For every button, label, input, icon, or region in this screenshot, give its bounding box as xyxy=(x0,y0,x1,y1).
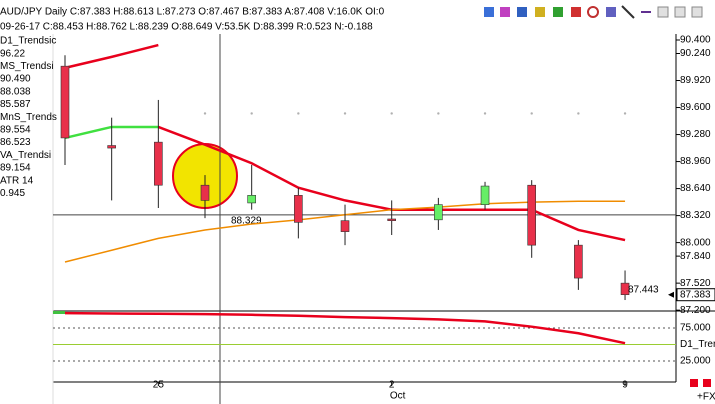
tool-icon[interactable] xyxy=(587,6,599,18)
legend-entry: 86.523 xyxy=(0,137,31,148)
legend-entry: 89.554 xyxy=(0,125,31,136)
y-tick-label: 89.600 xyxy=(680,102,711,113)
window-button[interactable] xyxy=(691,6,703,18)
legend-entry: 96.22 xyxy=(0,48,25,59)
y-tick-label: 88.320 xyxy=(680,210,711,221)
candle-body xyxy=(340,220,350,232)
last-price-tag xyxy=(676,288,715,302)
status-box xyxy=(703,379,711,387)
x-month-label: Oct xyxy=(390,391,406,402)
tool-icon[interactable] xyxy=(571,7,581,17)
dot xyxy=(437,112,440,115)
candle-body xyxy=(294,195,303,223)
legend-entry: MnS_Trends xyxy=(0,112,57,123)
status-box xyxy=(690,379,698,387)
tool-icon[interactable] xyxy=(535,7,545,17)
y-tick-label: 75.000 xyxy=(680,323,711,334)
corner-label: +FX xyxy=(697,392,715,403)
y-tick-label: 88.640 xyxy=(680,183,711,194)
legend-entry: VA_Trendsi xyxy=(0,150,51,161)
dot xyxy=(483,112,487,115)
dot xyxy=(297,112,300,115)
tool-icon[interactable] xyxy=(484,7,494,17)
tool-icon[interactable] xyxy=(621,5,635,19)
crosshair-label: 88.329 xyxy=(231,215,262,226)
legend-entry: 88.038 xyxy=(0,86,31,97)
dot xyxy=(577,112,580,115)
legend-entry: 85.587 xyxy=(0,99,31,110)
candle-body xyxy=(434,204,443,221)
x-tick-label: 9 xyxy=(622,380,628,391)
candle-body xyxy=(60,65,70,139)
legend-entry: 0.945 xyxy=(0,188,25,199)
indicator-line xyxy=(64,311,626,345)
y-tick-label: 88.960 xyxy=(680,156,711,167)
x-tick-label: 2 xyxy=(389,380,395,391)
candle-body xyxy=(527,184,537,246)
y-tick-label: 89.280 xyxy=(680,129,711,140)
y-tick-label: 89.920 xyxy=(680,75,711,86)
x-tick-label: 25 xyxy=(153,380,165,391)
y-tick-label: 87.840 xyxy=(680,251,711,262)
tool-icon[interactable] xyxy=(500,7,510,17)
cursor-value: 87.443 xyxy=(628,284,659,295)
dot xyxy=(623,112,627,115)
legend-entry: D1_Trendsic xyxy=(0,36,56,47)
candle-body xyxy=(387,218,396,221)
y-tick-label: 25.000 xyxy=(680,356,711,367)
y-tick-label: 90.400 xyxy=(680,35,711,46)
last-price-arrow xyxy=(668,291,674,298)
tool-icon[interactable] xyxy=(553,7,563,17)
legend-entry: MS_Trendsi xyxy=(0,61,54,72)
symbol-line: AUD/JPY Daily C:87.383 H:88.613 L:87.273… xyxy=(0,7,385,18)
candle-body xyxy=(107,145,116,149)
dot xyxy=(343,112,347,115)
indicator-line xyxy=(64,43,159,70)
last-price-label: 87.383 xyxy=(680,289,711,300)
candle-body xyxy=(620,282,630,296)
candle-body xyxy=(574,244,583,279)
legend-entry: ATR 14 xyxy=(0,175,34,186)
reference-label: D1_Trer xyxy=(680,339,715,350)
dot xyxy=(530,112,533,115)
candle-body xyxy=(480,185,490,205)
y-tick-label: 88.000 xyxy=(680,237,711,248)
candle-body xyxy=(200,184,210,201)
legend-entry: 89.154 xyxy=(0,163,31,174)
dot xyxy=(203,112,207,115)
toolbar xyxy=(484,5,703,19)
y-tick-label: 87.200 xyxy=(680,305,711,316)
candle-body xyxy=(247,195,256,204)
legend-entry: 90.490 xyxy=(0,74,31,85)
y-tick-label: 90.240 xyxy=(680,48,711,59)
dot xyxy=(250,112,253,115)
candle-body xyxy=(154,141,163,186)
window-button[interactable] xyxy=(674,6,686,18)
dot xyxy=(390,112,393,115)
tool-icon[interactable] xyxy=(517,7,527,17)
y-tick-label: 87.520 xyxy=(680,278,711,289)
bar-line: 09-26-17 C:88.453 H:88.762 L:88.239 O:88… xyxy=(0,22,373,33)
tool-icon[interactable] xyxy=(606,7,616,17)
window-button[interactable] xyxy=(657,6,669,18)
